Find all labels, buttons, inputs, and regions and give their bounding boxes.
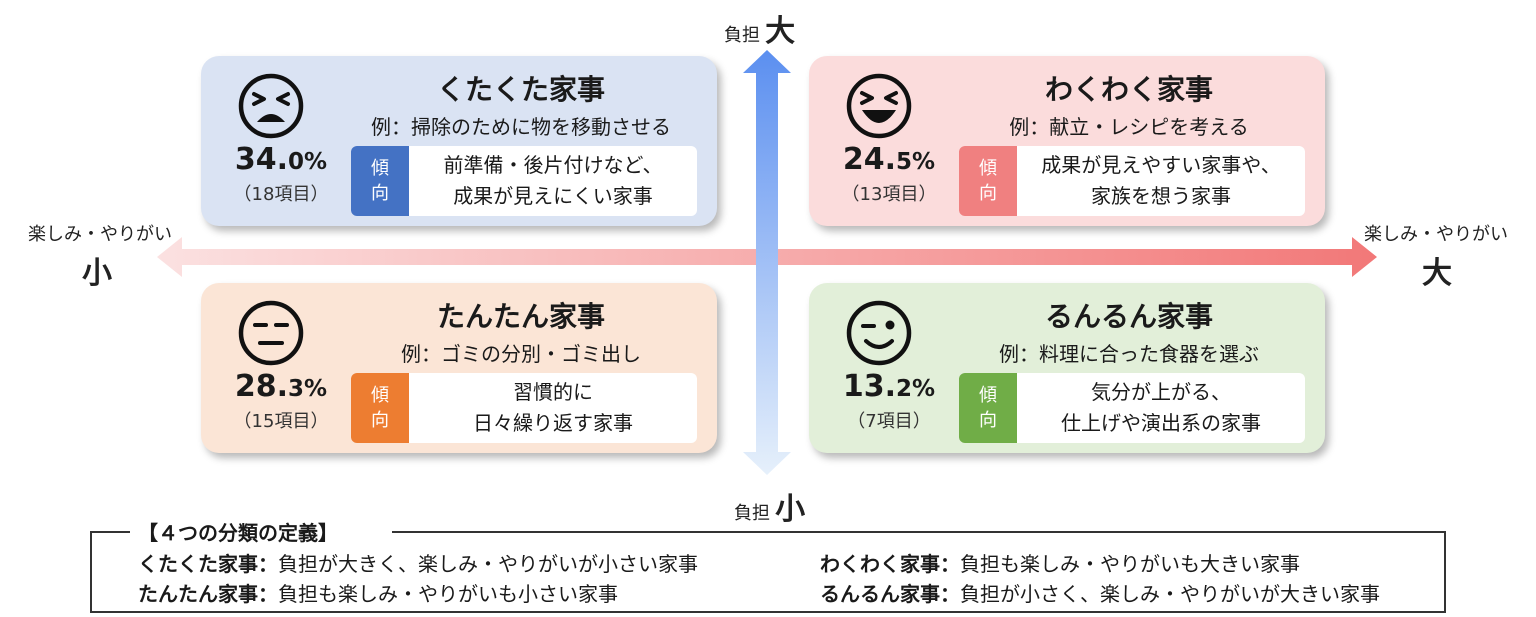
trend-line-1: 気分が上がる、 [1091,380,1231,404]
quadrant-title: くたくた家事 [436,73,605,106]
definitions-border-top-right [392,531,1446,533]
grinning-face-icon [846,73,912,139]
quadrant-percent: 24.5% [819,142,959,177]
burden-high-label: 大 [765,14,796,49]
trend-label: 傾 向 [351,146,409,216]
trend-text: 気分が上がる、 仕上げや演出系の家事 [1017,373,1305,443]
percent-fraction: 2% [896,376,936,402]
expressionless-face-icon [238,300,304,366]
quadrant-item-count: （7項目） [847,411,931,432]
quadrant-example: 例：掃除のために物を移動させる [371,115,671,139]
definition-desc: 負担が大きく、楽しみ・やりがいが小さい家事 [278,552,698,576]
definitions-border-top-left [90,531,130,533]
vertical-axis-top-label: 負担 大 [724,6,795,50]
trend-line-2: 家族を想う家事 [1091,184,1231,208]
percent-fraction: 5% [896,149,936,175]
percent-fraction: 0% [288,149,328,175]
quadrant-item-count: （15項目） [233,411,329,432]
percent-integer: 24. [842,142,897,177]
trend-text: 成果が見えやすい家事や、 家族を想う家事 [1017,146,1305,216]
definition-name: るんるん家事： [820,582,960,606]
percent-integer: 34. [234,142,289,177]
trend-line-2: 成果が見えにくい家事 [453,184,653,208]
trend-box: 傾 向 前準備・後片付けなど、 成果が見えにくい家事 [351,146,697,216]
trend-box: 傾 向 気分が上がる、 仕上げや演出系の家事 [959,373,1305,443]
quadrant-title: わくわく家事 [1044,73,1213,106]
enjoyment-label-right: 楽しみ・やりがい [1364,224,1508,245]
trend-line-2: 日々繰り返す家事 [473,411,633,435]
quadrant-percent: 34.0% [211,142,351,177]
enjoyment-high-label: 大 [1422,256,1452,291]
definition-row-tantan: たんたん家事：負担も楽しみ・やりがいも小さい家事 [138,578,618,607]
quadrant-example: 例：ゴミの分別・ゴミ出し [401,342,641,366]
quadrant-card-tantan: たんたん家事 例：ゴミの分別・ゴミ出し 28.3% （15項目） 傾 向 習慣的… [201,283,717,453]
trend-label: 傾 向 [959,373,1017,443]
vertical-axis-arrow [743,50,791,475]
trend-label-char-2: 向 [979,410,997,431]
definition-row-wakuwaku: わくわく家事：負担も楽しみ・やりがいも大きい家事 [820,548,1300,577]
definition-name: たんたん家事： [138,582,278,606]
trend-text: 習慣的に 日々繰り返す家事 [409,373,697,443]
definition-desc: 負担も楽しみ・やりがいも大きい家事 [960,552,1300,576]
trend-label-char-1: 傾 [979,158,997,179]
trend-line-2: 仕上げや演出系の家事 [1061,411,1261,435]
definition-name: わくわく家事： [820,552,960,576]
trend-line-1: 成果が見えやすい家事や、 [1041,153,1281,177]
quadrant-percent: 28.3% [211,369,351,404]
trend-label-char-1: 傾 [371,158,389,179]
quadrant-item-count: （18項目） [233,184,329,205]
winking-face-icon [846,300,912,366]
trend-label-char-2: 向 [371,410,389,431]
trend-label-char-2: 向 [979,183,997,204]
tired-face-icon [238,73,304,139]
definition-desc: 負担が小さく、楽しみ・やりがいが大きい家事 [960,582,1380,606]
percent-integer: 28. [234,369,289,404]
vertical-axis-bottom-label: 負担 小 [734,484,805,528]
definition-desc: 負担も楽しみ・やりがいも小さい家事 [278,582,618,606]
quadrant-example: 例：献立・レシピを考える [1009,115,1249,139]
quadrant-card-wakuwaku: わくわく家事 例：献立・レシピを考える 24.5% （13項目） 傾 向 成果が… [809,56,1325,226]
percent-fraction: 3% [288,376,328,402]
enjoyment-low-label: 小 [82,256,112,291]
enjoyment-label-left: 楽しみ・やりがい [28,224,172,245]
burden-low-label: 小 [775,492,806,527]
burden-label-bottom: 負担 [734,503,770,524]
trend-text: 前準備・後片付けなど、 成果が見えにくい家事 [409,146,697,216]
trend-label-char-2: 向 [371,183,389,204]
quadrant-percent: 13.2% [819,369,959,404]
quadrant-item-count: （13項目） [841,184,937,205]
percent-integer: 13. [842,369,897,404]
quadrant-example: 例：料理に合った食器を選ぶ [999,342,1259,366]
trend-box: 傾 向 成果が見えやすい家事や、 家族を想う家事 [959,146,1305,216]
quadrant-card-runrun: るんるん家事 例：料理に合った食器を選ぶ 13.2% （7項目） 傾 向 気分が… [809,283,1325,453]
trend-line-1: 習慣的に [513,380,593,404]
burden-label-top: 負担 [724,25,760,46]
definition-row-kutakuta: くたくた家事：負担が大きく、楽しみ・やりがいが小さい家事 [138,548,698,577]
trend-line-1: 前準備・後片付けなど、 [443,153,663,177]
quadrant-card-kutakuta: くたくた家事 例：掃除のために物を移動させる 34.0% （18項目） 傾 向 … [201,56,717,226]
definition-row-runrun: るんるん家事：負担が小さく、楽しみ・やりがいが大きい家事 [820,578,1380,607]
trend-label: 傾 向 [959,146,1017,216]
definition-name: くたくた家事： [138,552,278,576]
trend-label: 傾 向 [351,373,409,443]
trend-label-char-1: 傾 [979,385,997,406]
definitions-box [90,531,1446,613]
trend-label-char-1: 傾 [371,385,389,406]
definitions-heading: 【４つの分類の定義】 [138,521,338,545]
quadrant-title: るんるん家事 [1044,300,1213,333]
quadrant-title: たんたん家事 [436,300,605,333]
trend-box: 傾 向 習慣的に 日々繰り返す家事 [351,373,697,443]
